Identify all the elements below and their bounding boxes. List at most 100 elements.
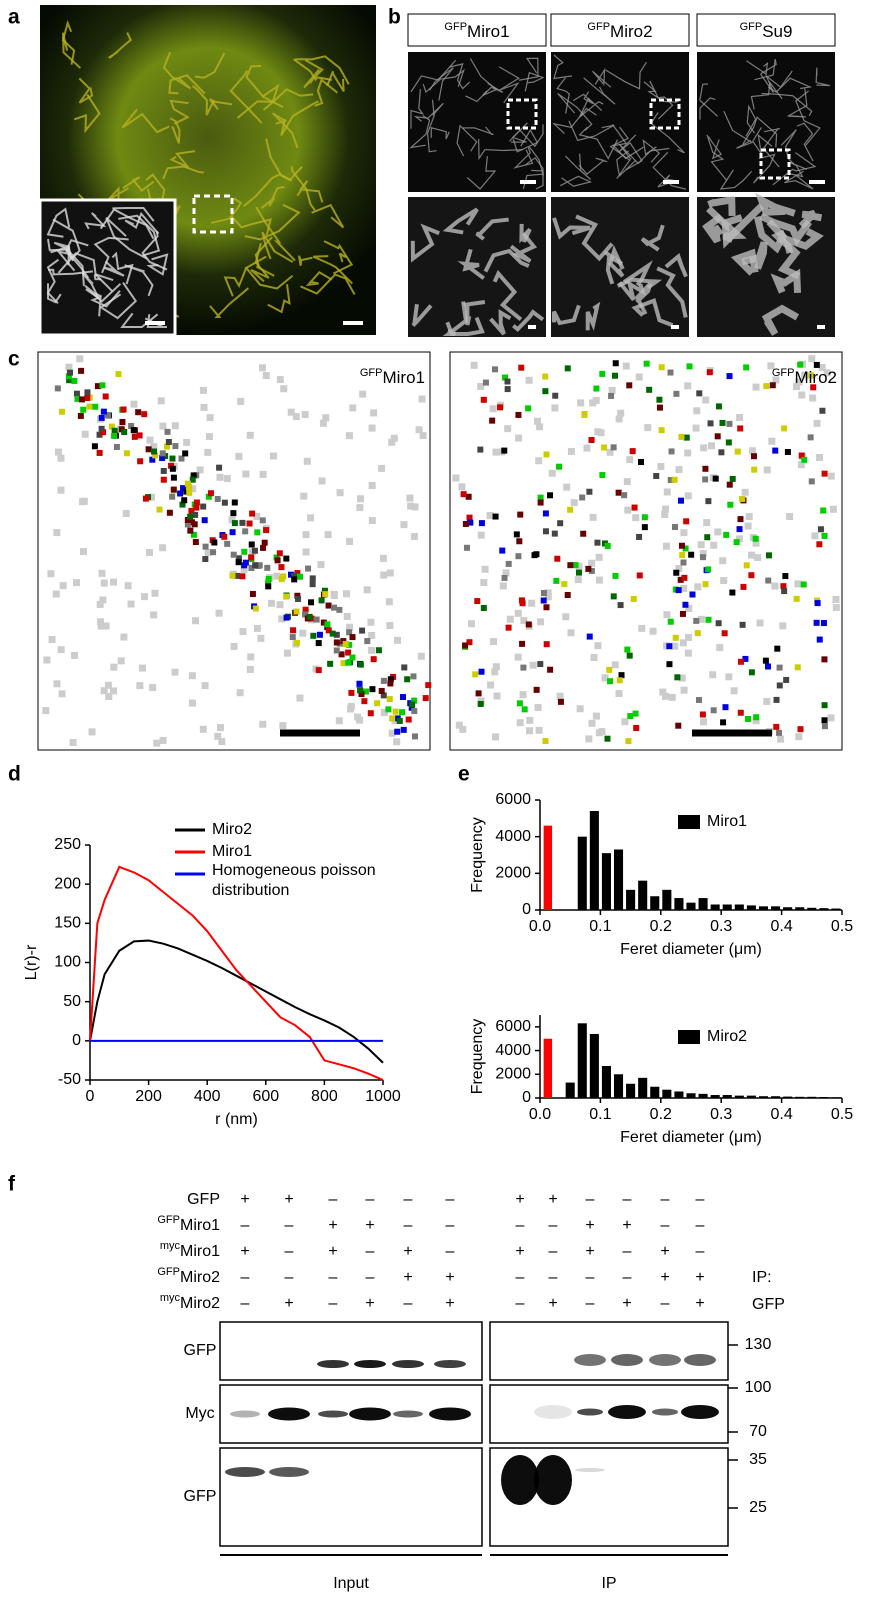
speckle bbox=[504, 425, 512, 433]
cluster-pixel bbox=[380, 677, 387, 684]
sign: + bbox=[328, 1243, 337, 1260]
superscript: GFP bbox=[740, 21, 763, 33]
cluster-pixel bbox=[714, 433, 721, 440]
cluster-pixel bbox=[688, 551, 695, 558]
mito-strand bbox=[578, 126, 619, 160]
cluster-pixel bbox=[742, 655, 749, 662]
superscript: myc bbox=[160, 1292, 181, 1304]
cluster-pixel bbox=[331, 604, 338, 611]
speckle bbox=[146, 548, 154, 556]
cluster-pixel bbox=[784, 448, 791, 455]
cluster-pixel bbox=[675, 722, 682, 729]
speckle bbox=[122, 509, 130, 517]
cluster-pixel bbox=[290, 627, 297, 634]
mito-strand bbox=[426, 99, 437, 153]
speckle bbox=[816, 454, 824, 462]
speckle bbox=[684, 382, 692, 390]
cluster-pixel bbox=[543, 604, 550, 611]
band bbox=[611, 1354, 643, 1366]
cluster-pixel bbox=[321, 587, 328, 594]
cluster-pixel bbox=[211, 539, 218, 546]
cluster-pixel bbox=[202, 543, 209, 550]
cluster-pixel bbox=[78, 367, 85, 374]
speckle bbox=[183, 438, 191, 446]
speckle bbox=[663, 488, 671, 496]
cluster-pixel bbox=[119, 419, 126, 426]
x-tick-label: 0.5 bbox=[831, 1106, 853, 1123]
cluster-pixel bbox=[378, 687, 385, 694]
speckle bbox=[150, 443, 158, 451]
cluster-pixel bbox=[359, 627, 366, 634]
mito-strand bbox=[103, 260, 125, 277]
cluster-pixel bbox=[283, 555, 290, 562]
cluster-pixel bbox=[821, 470, 828, 477]
speckle bbox=[368, 631, 376, 639]
bar bbox=[613, 849, 624, 910]
speckle bbox=[516, 719, 524, 727]
cluster-pixel bbox=[302, 606, 309, 613]
cluster-pixel bbox=[814, 600, 821, 607]
cluster-pixel bbox=[152, 452, 159, 459]
band bbox=[349, 1407, 391, 1421]
y-tick-label: 200 bbox=[54, 875, 81, 892]
cluster-pixel bbox=[136, 432, 143, 439]
bar bbox=[638, 880, 648, 910]
cluster-pixel bbox=[702, 581, 709, 588]
sign: – bbox=[516, 1217, 525, 1234]
mito-strand bbox=[771, 229, 801, 280]
mito-strand bbox=[410, 223, 440, 263]
cluster-pixel bbox=[519, 600, 526, 607]
speckle bbox=[88, 728, 96, 736]
bar bbox=[758, 906, 769, 910]
x-tick-label: 600 bbox=[252, 1088, 279, 1105]
mito-strand bbox=[112, 207, 155, 222]
speckle bbox=[279, 722, 287, 730]
cluster-pixel bbox=[492, 513, 499, 520]
mito-strand bbox=[93, 273, 114, 282]
speckle bbox=[363, 586, 371, 594]
cluster-pixel bbox=[588, 437, 595, 444]
data-line bbox=[89, 939, 384, 1064]
speckle bbox=[206, 414, 214, 422]
mito-strand bbox=[290, 166, 316, 211]
speckle bbox=[611, 661, 619, 669]
cluster-pixel bbox=[776, 729, 783, 736]
cluster-pixel bbox=[677, 576, 684, 583]
speckle bbox=[411, 503, 419, 511]
speckle bbox=[595, 553, 603, 561]
speckle bbox=[595, 576, 603, 584]
mito-strand bbox=[755, 192, 796, 217]
bar bbox=[650, 896, 660, 910]
cluster-pixel bbox=[392, 708, 399, 715]
cluster-pixel bbox=[765, 577, 772, 584]
speckle bbox=[487, 681, 495, 689]
sign: – bbox=[586, 1191, 595, 1208]
speckle bbox=[104, 681, 112, 689]
cluster-pixel bbox=[477, 700, 484, 707]
sign: + bbox=[515, 1191, 524, 1208]
marker-label: 70 bbox=[749, 1423, 767, 1440]
speckle bbox=[467, 620, 475, 628]
sign: + bbox=[622, 1217, 631, 1234]
speckle bbox=[544, 589, 552, 597]
speckle bbox=[520, 617, 528, 625]
mito-strand bbox=[707, 196, 736, 217]
speckle bbox=[253, 624, 261, 632]
cluster-pixel bbox=[91, 443, 98, 450]
cluster-pixel bbox=[653, 473, 660, 480]
cluster-pixel bbox=[345, 649, 352, 656]
mito-strand bbox=[53, 241, 74, 262]
speckle bbox=[801, 371, 809, 379]
cluster-pixel bbox=[294, 570, 301, 577]
speckle bbox=[459, 725, 467, 733]
speckle bbox=[536, 423, 544, 431]
cluster-pixel bbox=[695, 697, 702, 704]
speckle bbox=[300, 492, 308, 500]
bar bbox=[674, 898, 684, 910]
speckle bbox=[124, 582, 132, 590]
speckle bbox=[744, 522, 752, 530]
cluster-pixel bbox=[188, 507, 195, 514]
mito-strand bbox=[478, 138, 524, 161]
cluster-pixel bbox=[120, 406, 127, 413]
speckle bbox=[296, 694, 304, 702]
